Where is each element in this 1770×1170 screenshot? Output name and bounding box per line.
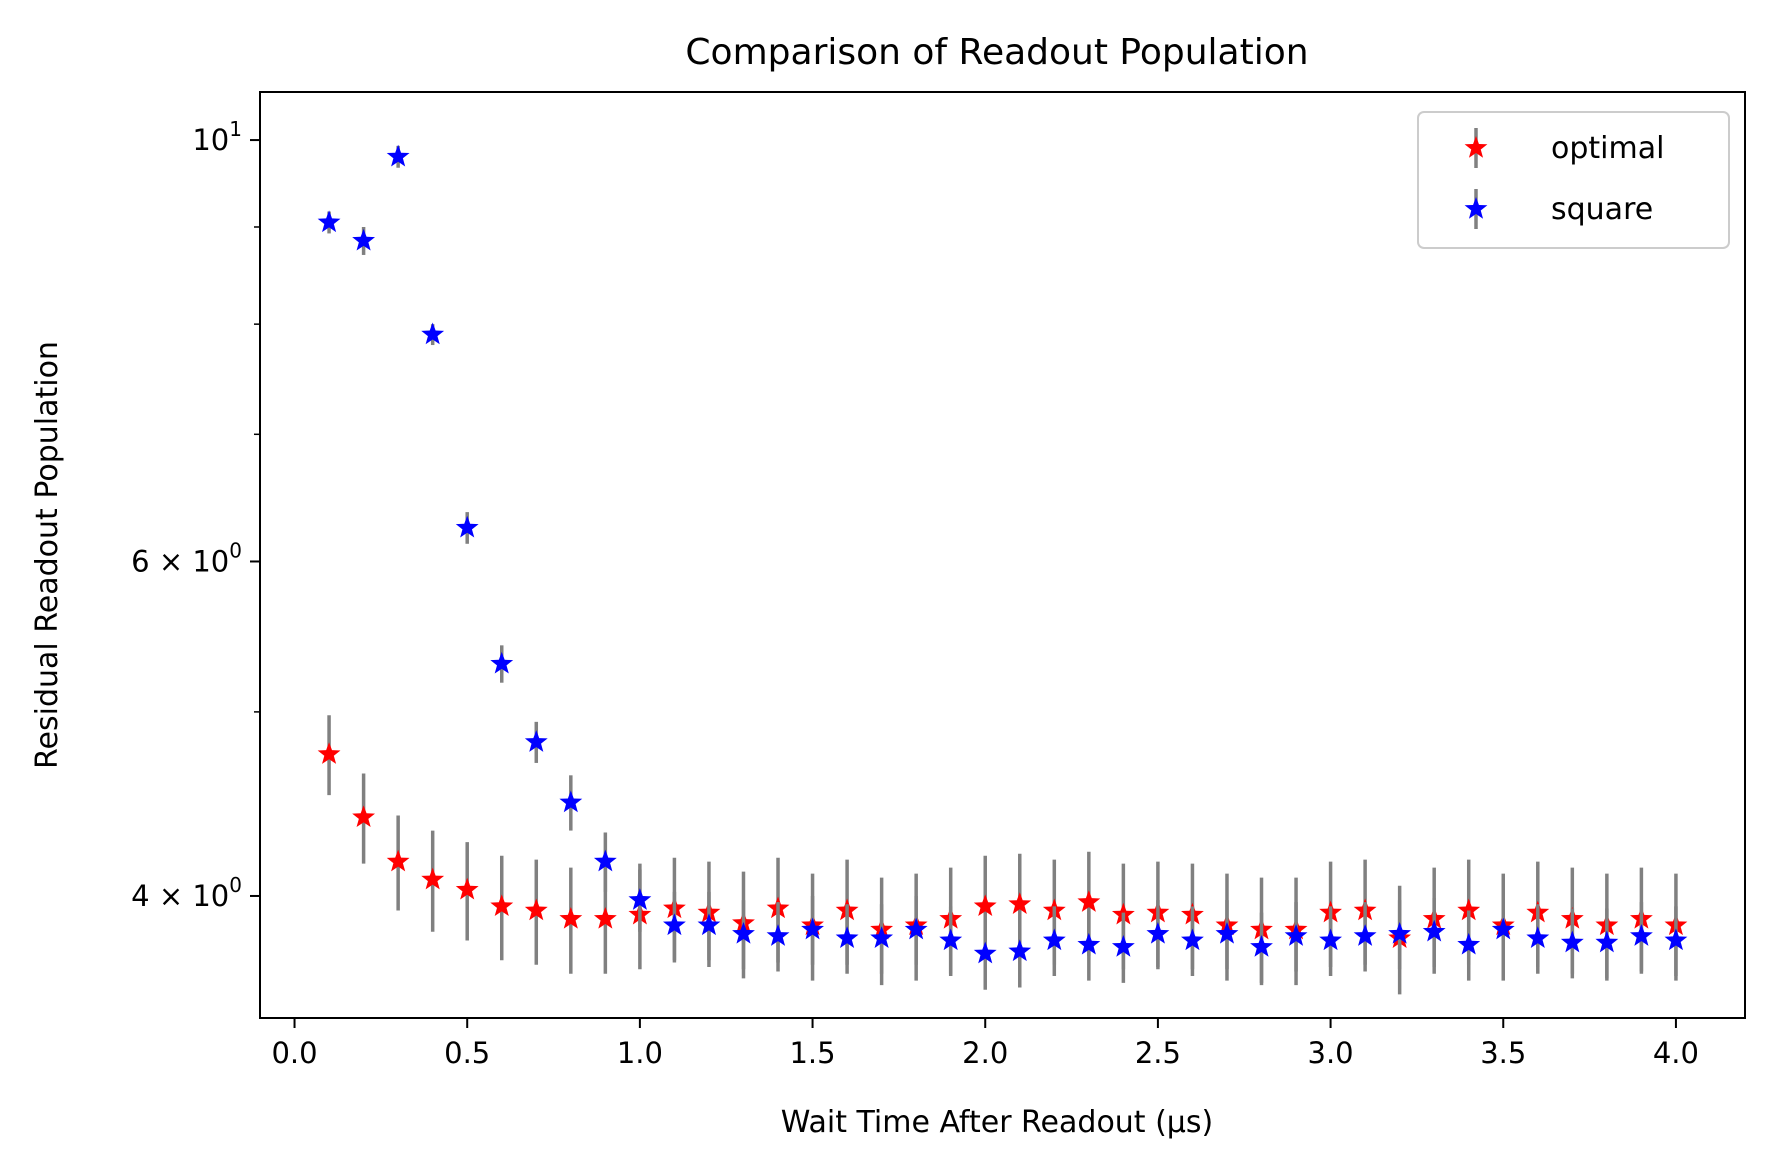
data-point [386, 144, 410, 167]
data-point [973, 894, 997, 917]
legend-label: square [1551, 192, 1653, 227]
x-tick-label: 0.5 [444, 1036, 490, 1070]
data-point [1077, 890, 1101, 912]
data-point [1146, 921, 1170, 944]
data-point [1284, 924, 1308, 946]
y-tick-label: 101 [192, 117, 242, 157]
x-tick-label: 2.5 [1135, 1036, 1181, 1070]
data-point [386, 849, 410, 872]
y-axis-label: Residual Readout Population [30, 341, 65, 769]
data-point [490, 651, 514, 674]
x-tick-label: 4.0 [1653, 1036, 1699, 1070]
legend-box [1417, 111, 1730, 249]
x-tick-label: 2.0 [962, 1036, 1008, 1070]
x-tick-label: 3.0 [1308, 1036, 1354, 1070]
legend-label: optimal [1551, 131, 1664, 166]
data-point [663, 913, 686, 936]
y-axis: 101 6 × 100 4 × 100 [131, 117, 260, 913]
data-point [593, 906, 617, 929]
data-point [524, 730, 548, 752]
data-point [1008, 939, 1032, 962]
x-tick-label: 0.0 [271, 1036, 317, 1070]
data-point [317, 210, 341, 233]
data-point [1008, 892, 1032, 914]
data-point [352, 228, 376, 251]
data-point [1629, 924, 1653, 946]
data-point [1319, 928, 1342, 951]
data-point [1457, 932, 1481, 955]
data-point [1042, 928, 1066, 951]
data-point [1215, 921, 1239, 944]
data-point [593, 849, 617, 872]
data-point [1181, 928, 1204, 951]
legend: optimal square [1417, 111, 1730, 249]
data-point [1422, 919, 1446, 942]
data-point [1111, 935, 1135, 957]
data-point [835, 926, 859, 948]
data-point [801, 917, 824, 940]
legend-marker [1464, 136, 1488, 158]
data-point [766, 924, 790, 946]
data-point [628, 888, 652, 910]
x-tick-label: 1.0 [617, 1036, 663, 1070]
data-point [904, 917, 928, 940]
data-point [732, 921, 755, 944]
data-point [421, 322, 445, 345]
x-tick-label: 3.5 [1480, 1036, 1526, 1070]
plot-frame [259, 91, 1746, 1019]
data-point [1250, 935, 1273, 957]
plot-area [317, 144, 1688, 995]
data-point [1457, 898, 1481, 921]
y-tick-label: 6 × 100 [131, 538, 242, 578]
series-square [317, 144, 1688, 990]
data-point [1664, 928, 1688, 951]
data-point [1353, 924, 1377, 946]
data-point [559, 790, 583, 813]
legend-marker [1464, 197, 1488, 219]
chart-title: Comparison of Readout Population [685, 32, 1308, 73]
data-point [421, 867, 445, 890]
y-tick-label: 4 × 100 [131, 873, 242, 913]
data-point [973, 941, 997, 964]
data-point [559, 906, 583, 929]
data-point [455, 515, 479, 538]
data-point [1388, 921, 1412, 944]
data-point [352, 805, 376, 828]
data-point [939, 928, 963, 951]
data-point [455, 877, 479, 900]
data-point [1491, 917, 1515, 940]
data-point [317, 742, 341, 764]
x-axis-label: Wait Time After Readout (μs) [781, 1105, 1213, 1140]
data-point [697, 913, 721, 936]
data-point [1595, 930, 1619, 953]
data-point [490, 894, 514, 917]
data-point [1526, 926, 1550, 948]
x-axis: 0.0 0.5 1.0 1.5 2.0 2.5 3.0 3.5 4.0 [271, 1018, 1699, 1070]
data-point [1560, 930, 1584, 953]
data-point [1077, 932, 1101, 955]
x-tick-label: 1.5 [789, 1036, 835, 1070]
data-point [524, 898, 548, 921]
data-point [870, 926, 894, 948]
